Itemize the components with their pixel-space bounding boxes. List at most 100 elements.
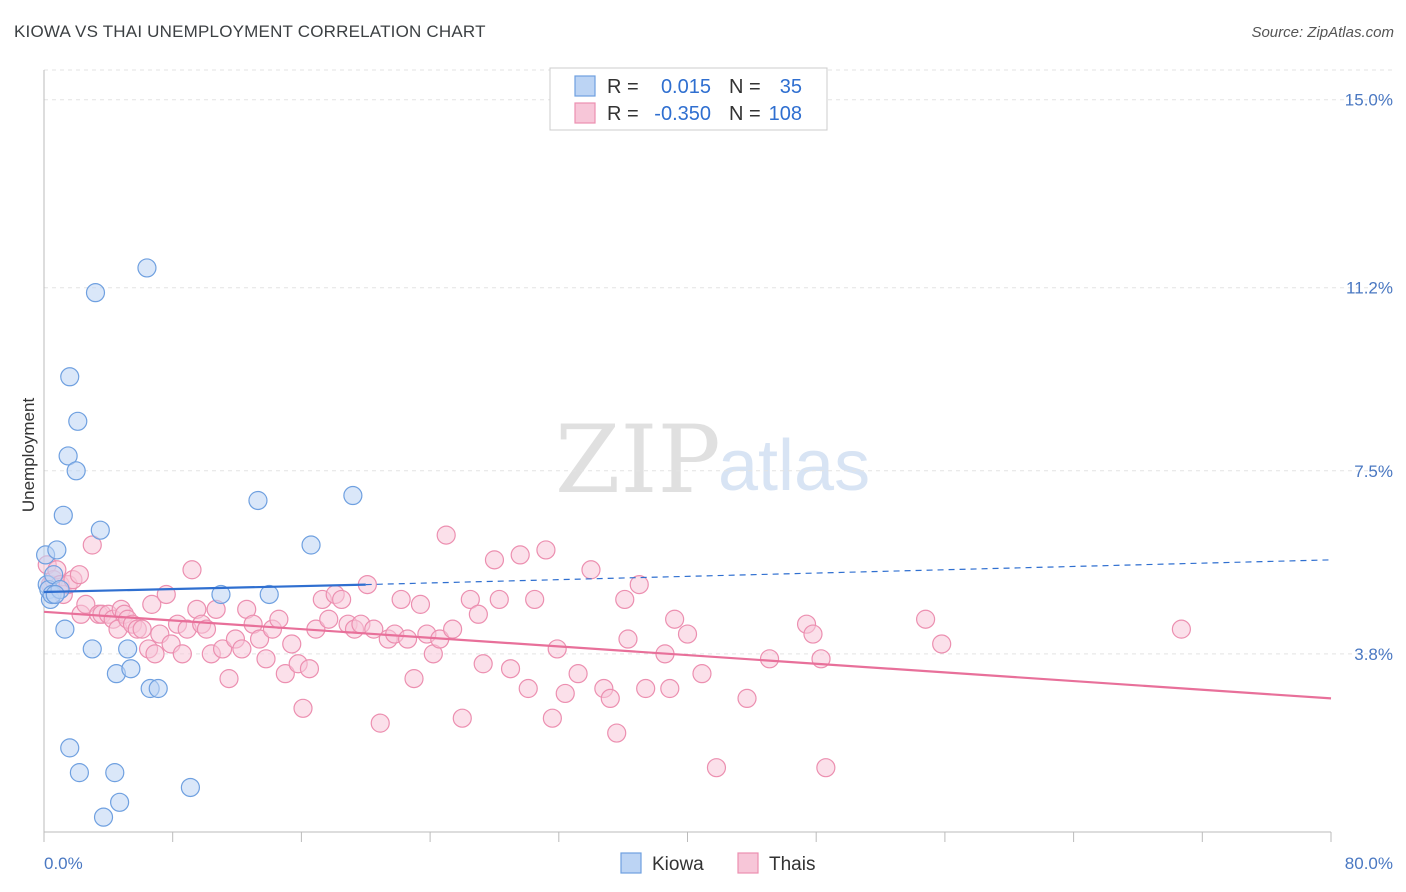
thais-point (555, 683, 575, 704)
kiowa-series (36, 258, 363, 827)
kiowa-point (180, 777, 200, 798)
legend-thais-r-label: R = (607, 103, 639, 125)
thais-point (468, 604, 488, 624)
thais-point (803, 624, 823, 644)
thais-point (759, 649, 780, 669)
thais-series (37, 525, 1191, 778)
series-legend: Kiowa Thais (620, 852, 815, 875)
chart-title: KIOWA VS THAI UNEMPLOYMENT CORRELATION C… (14, 22, 486, 41)
thais-trend-line (43, 610, 1332, 700)
x-tick-label-min: 0.0% (44, 854, 83, 873)
y-axis-label: Unemployment (19, 398, 38, 513)
thais-point (915, 609, 936, 629)
thais-point (282, 634, 302, 654)
kiowa-point (85, 283, 106, 303)
thais-point (452, 708, 472, 728)
kiowa-point (66, 461, 86, 481)
x-axis-ticks (43, 832, 1332, 842)
thais-point (142, 594, 162, 614)
thais-point (182, 560, 202, 580)
thais-point (607, 723, 627, 743)
kiowa-point (55, 619, 75, 639)
legend-kiowa-r-value: 0.015 (661, 76, 711, 98)
thais-point (460, 589, 480, 610)
x-tick-label-max: 80.0% (1345, 854, 1393, 873)
kiowa-point (110, 792, 130, 812)
thais-point (500, 659, 521, 679)
thais-point (629, 574, 649, 595)
thais-point (172, 644, 192, 664)
kiowa-point (60, 738, 80, 758)
thais-point (332, 589, 352, 610)
kiowa-point (248, 490, 268, 511)
kiowa-point (90, 520, 110, 540)
thais-point (618, 629, 638, 649)
thais-point (816, 758, 836, 778)
bottom-legend-kiowa-label: Kiowa (652, 854, 704, 875)
legend-thais-n-label: N = (729, 103, 761, 125)
bottom-legend-kiowa-swatch (620, 852, 642, 874)
thais-point (196, 619, 217, 639)
thais-point (536, 540, 556, 560)
y-tick-label: 7.5% (1354, 462, 1393, 481)
kiowa-point (343, 485, 363, 506)
thais-point (615, 589, 635, 610)
kiowa-point (148, 678, 168, 699)
kiowa-point (105, 763, 125, 783)
thais-point (489, 589, 509, 610)
watermark-zip: ZIP (555, 406, 721, 515)
kiowa-point (58, 446, 78, 466)
kiowa-point (259, 584, 279, 605)
legend-kiowa-n-label: N = (729, 76, 761, 98)
thais-point (677, 624, 698, 644)
kiowa-trend-extension (365, 559, 1332, 586)
thais-point (436, 525, 456, 545)
trend-lines (43, 559, 1332, 700)
thais-point (299, 659, 320, 679)
kiowa-point (211, 584, 231, 605)
thais-point (212, 639, 233, 659)
thais-point (69, 565, 89, 585)
y-tick-label: 15.0% (1345, 91, 1393, 110)
thais-point (391, 589, 411, 610)
thais-point (692, 664, 712, 684)
y-tick-label: 11.2% (1346, 279, 1393, 298)
thais-point (600, 688, 620, 709)
thais-point (82, 535, 102, 555)
kiowa-point (137, 258, 157, 278)
thais-point (636, 678, 656, 699)
legend-thais-n-value: 108 (769, 103, 802, 125)
legend-kiowa-r-label: R = (607, 76, 639, 98)
bottom-legend-thais-swatch (737, 852, 759, 874)
thais-point (510, 545, 530, 565)
thais-point (404, 669, 424, 689)
kiowa-point (68, 411, 88, 431)
thais-point (319, 609, 339, 629)
thais-point (293, 698, 313, 718)
legend-thais-r-value: -0.350 (654, 103, 711, 125)
legend-thais-swatch (574, 102, 596, 124)
kiowa-point (47, 540, 67, 560)
thais-point (397, 629, 418, 649)
kiowa-point (93, 807, 114, 827)
source-credit: Source: ZipAtlas.com (1251, 24, 1394, 41)
correlation-legend: R = 0.015 N = 35 R = -0.350 N = 108 (549, 67, 828, 131)
thais-point (76, 594, 96, 614)
thais-point (525, 589, 545, 610)
watermark-atlas: atlas (718, 426, 870, 506)
thais-point (932, 634, 952, 654)
thais-point (542, 708, 562, 728)
legend-kiowa-swatch (574, 75, 596, 97)
thais-point (249, 629, 270, 649)
kiowa-point (45, 584, 65, 605)
thais-point (132, 619, 152, 639)
kiowa-point (60, 367, 80, 387)
kiowa-point (82, 639, 102, 659)
thais-point (232, 639, 252, 659)
thais-point (665, 609, 685, 629)
thais-point (581, 560, 601, 580)
legend-kiowa-n-value: 35 (780, 76, 802, 98)
thais-point (145, 644, 165, 664)
kiowa-point (53, 505, 73, 525)
